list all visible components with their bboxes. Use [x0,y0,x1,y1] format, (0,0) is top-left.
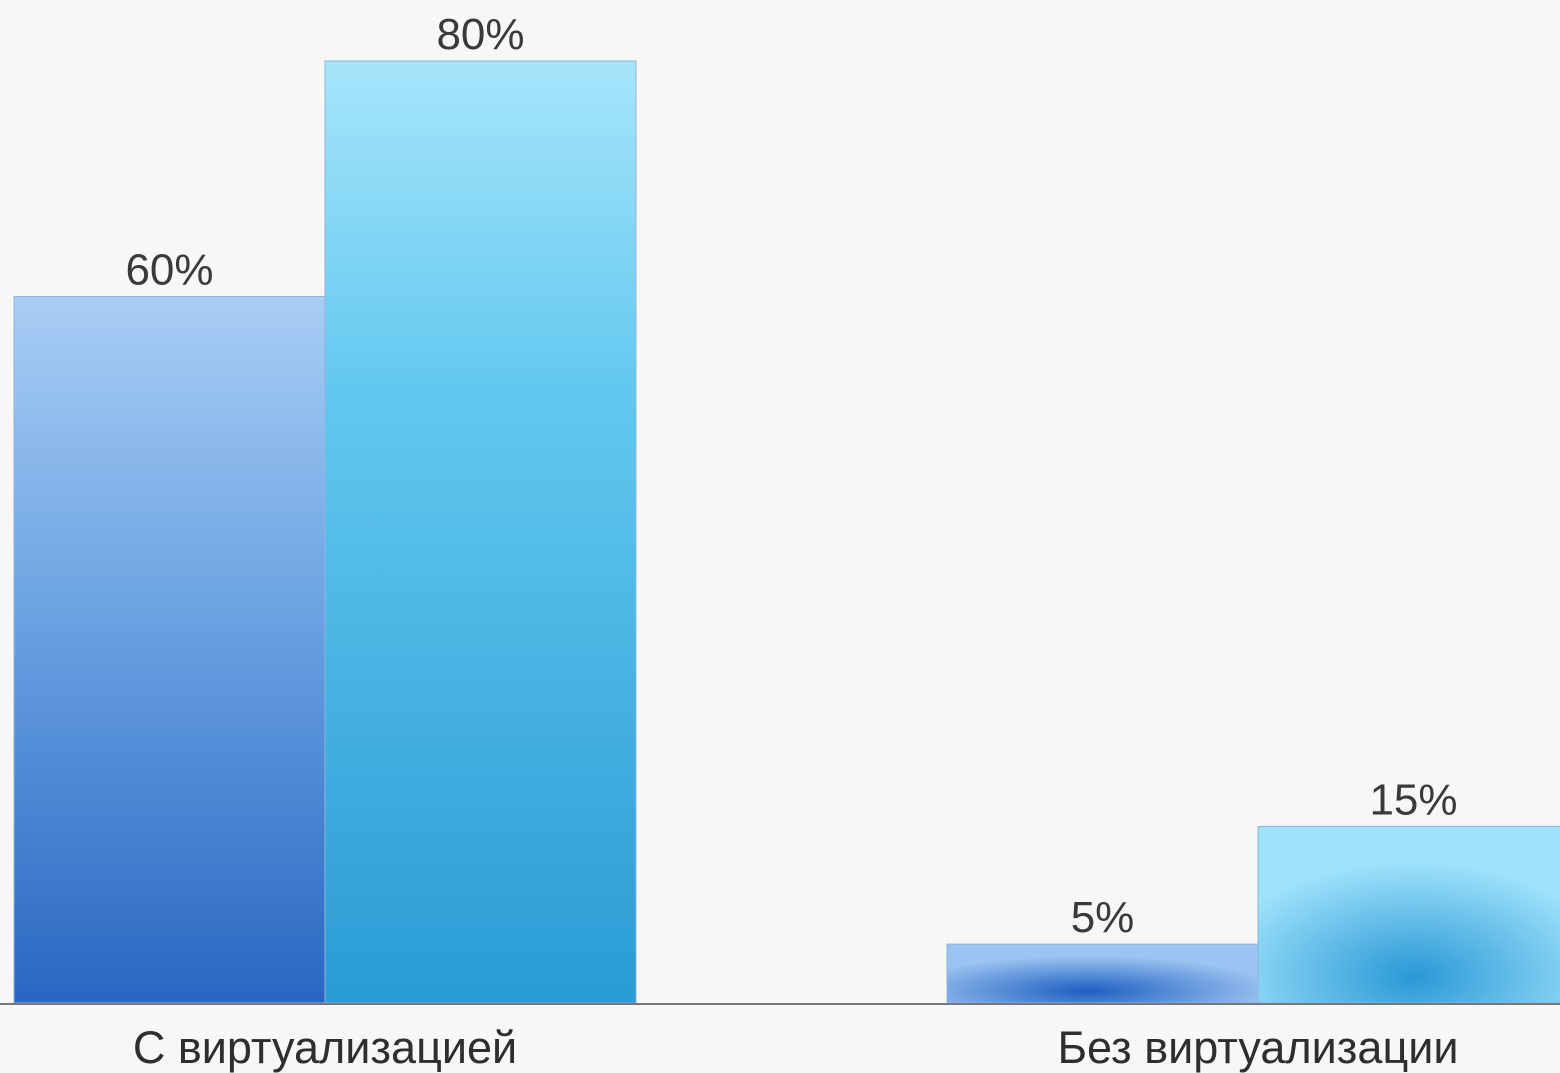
data-label: 15% [1369,775,1457,824]
bar-series2-with-virtualization [324,60,637,1004]
data-label: 60% [125,246,213,295]
category-label: С виртуализацией [133,1022,517,1073]
bar-series1-with-virtualization [13,296,326,1004]
data-label: 5% [1071,893,1135,942]
data-label: 80% [436,10,524,59]
bars-group [13,60,1560,1004]
data-labels-group: 60% 80% 5% 15% [125,10,1457,942]
bar-series1-without-virtualization [946,943,1259,1004]
category-label: Без виртуализации [1057,1022,1458,1073]
bar-series2-without-virtualization [1257,825,1560,1004]
category-labels-group: С виртуализацией Без виртуализации [133,1022,1459,1073]
